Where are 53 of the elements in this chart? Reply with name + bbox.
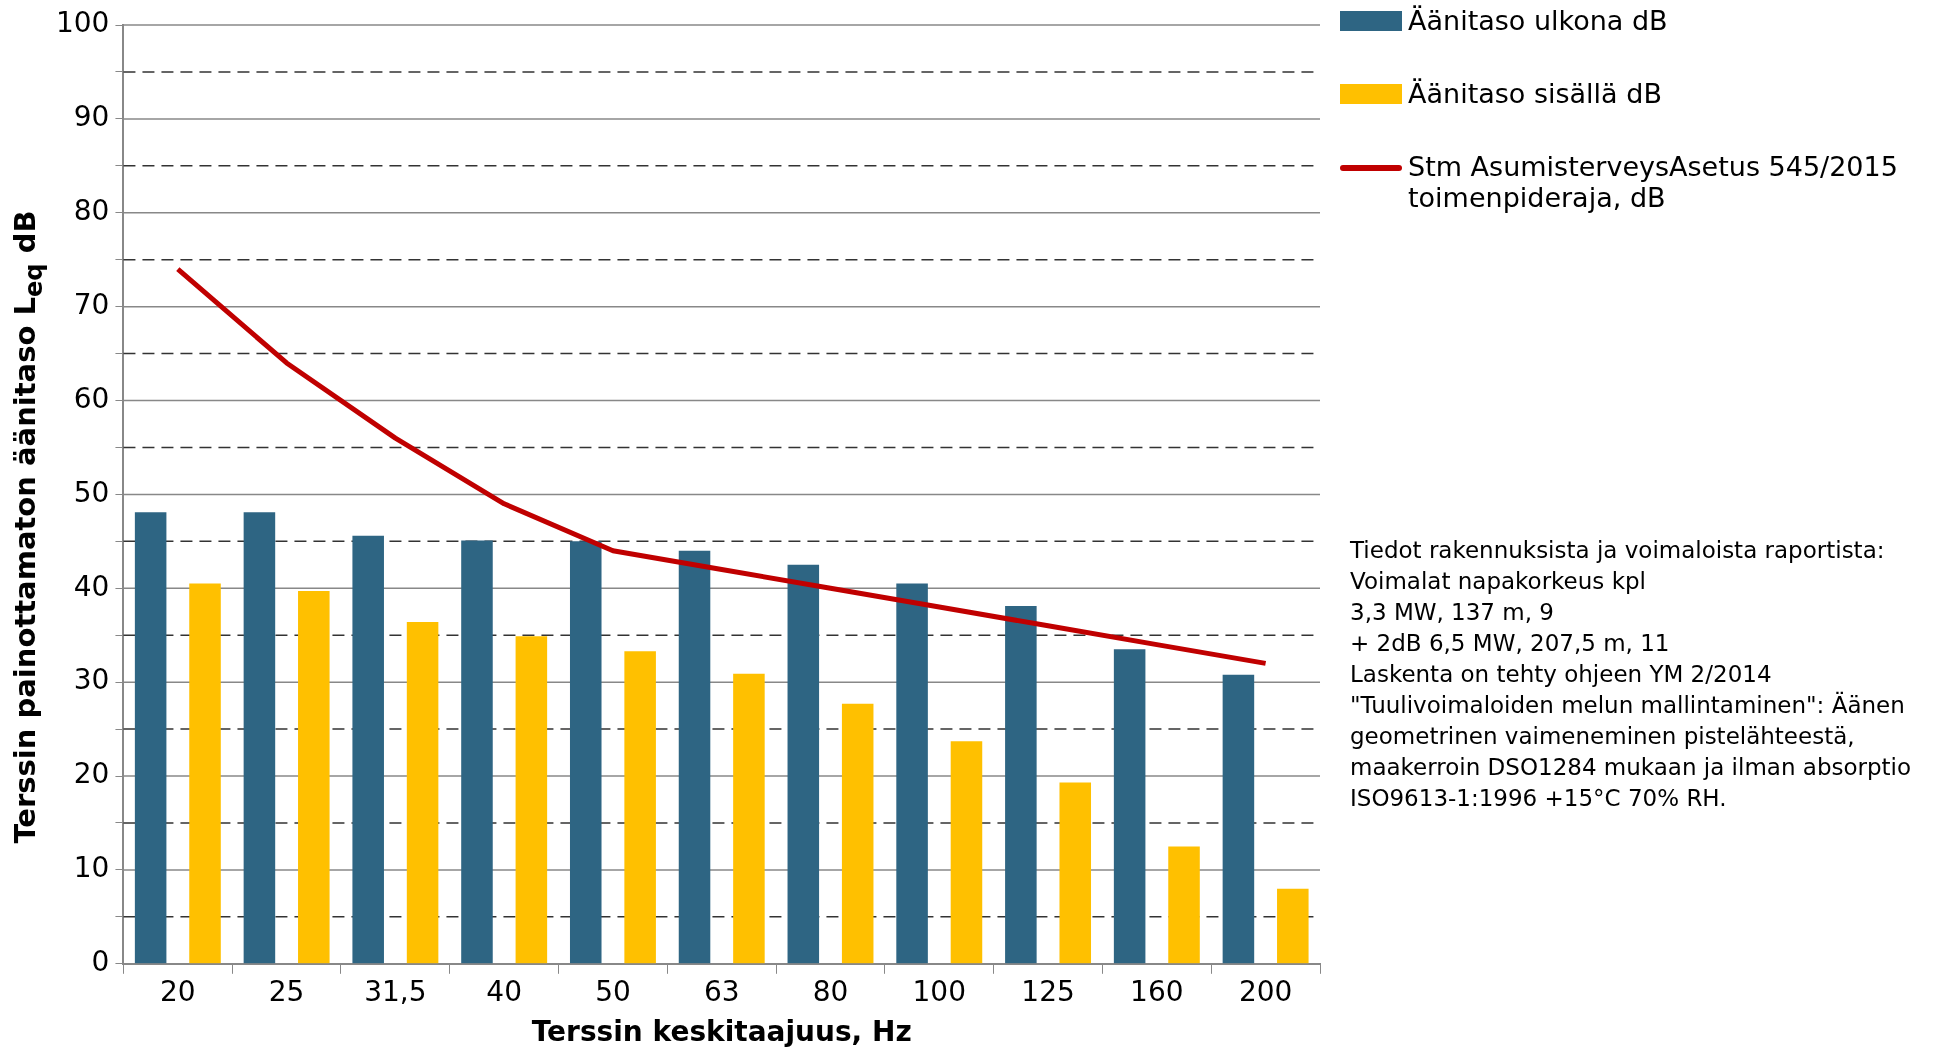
x-tick-label: 200 xyxy=(1238,974,1293,1008)
legend-label: Äänitaso sisällä dB xyxy=(1408,78,1662,109)
y-tick-label: 90 xyxy=(73,100,110,134)
bar xyxy=(243,512,276,964)
y-tick-label: 80 xyxy=(73,194,110,228)
bar xyxy=(352,535,384,964)
y-tick-label: 0 xyxy=(91,945,110,979)
x-tick-label: 125 xyxy=(1021,974,1075,1008)
bar xyxy=(1059,782,1092,964)
y-tick-label: 10 xyxy=(73,851,110,885)
text: Tiedot rakennuksista ja voimaloista raportista: xyxy=(1350,536,1886,565)
x-tick-label: 50 xyxy=(595,974,631,1008)
legend-label: Äänitaso ulkona dB xyxy=(1408,5,1668,36)
x-tick-label: 20 xyxy=(160,974,196,1008)
y-tick-label: 20 xyxy=(73,757,110,791)
bar xyxy=(787,564,820,964)
text: 3,3 MW, 137 m, 9 xyxy=(1350,598,1555,627)
text: Laskenta on tehty ohjeen YM 2/2014 "Tuulivoimaloiden melun mallintaminen": Äänen geometrinen vaimeneminen pistelähteestä, maakerroin DSO1284 mukaan ja ilman absorptio ISO9613-1:1996 +15°C 70% RH. xyxy=(1350,660,1913,813)
y-tick-label: 60 xyxy=(73,381,110,415)
bar xyxy=(950,741,983,964)
bar xyxy=(1113,649,1146,964)
x-tick-label: 80 xyxy=(812,974,849,1008)
x-tick-label: 100 xyxy=(912,974,966,1008)
bar xyxy=(1222,674,1255,964)
bar xyxy=(841,703,874,964)
bar xyxy=(461,540,493,964)
bar xyxy=(134,512,167,964)
bar xyxy=(896,583,928,964)
bar xyxy=(406,622,439,964)
bar xyxy=(624,651,656,964)
x-tick-label: 25 xyxy=(268,974,305,1008)
bar xyxy=(569,541,602,964)
legend-label: Stm AsumisterveysAsetus 545/2015 toimenpideraja, dB xyxy=(1408,151,1899,213)
x-tick-label: 40 xyxy=(486,974,522,1008)
bar xyxy=(298,591,330,964)
text: + 2dB 6,5 MW, 207,5 m, 11 xyxy=(1350,629,1671,658)
bar xyxy=(733,673,765,964)
x-tick-label: 31,5 xyxy=(364,974,427,1008)
y-tick-label: 30 xyxy=(73,663,110,697)
x-tick-label: 63 xyxy=(703,974,740,1008)
x-tick-label: 160 xyxy=(1130,974,1184,1008)
bar xyxy=(1168,846,1200,964)
bar xyxy=(1005,606,1037,964)
bar xyxy=(678,550,711,964)
bar xyxy=(189,583,221,964)
y-tick-label: 100 xyxy=(55,6,110,40)
y-tick-label: 40 xyxy=(73,569,110,603)
bar xyxy=(515,636,548,964)
y-tick-label: 50 xyxy=(73,475,110,509)
bar xyxy=(1277,888,1309,964)
y-tick-label: 70 xyxy=(73,287,110,321)
text: Voimalat napakorkeus kpl xyxy=(1350,567,1647,596)
x-axis-title: Terssin keskitaajuus, Hz xyxy=(531,1015,912,1049)
